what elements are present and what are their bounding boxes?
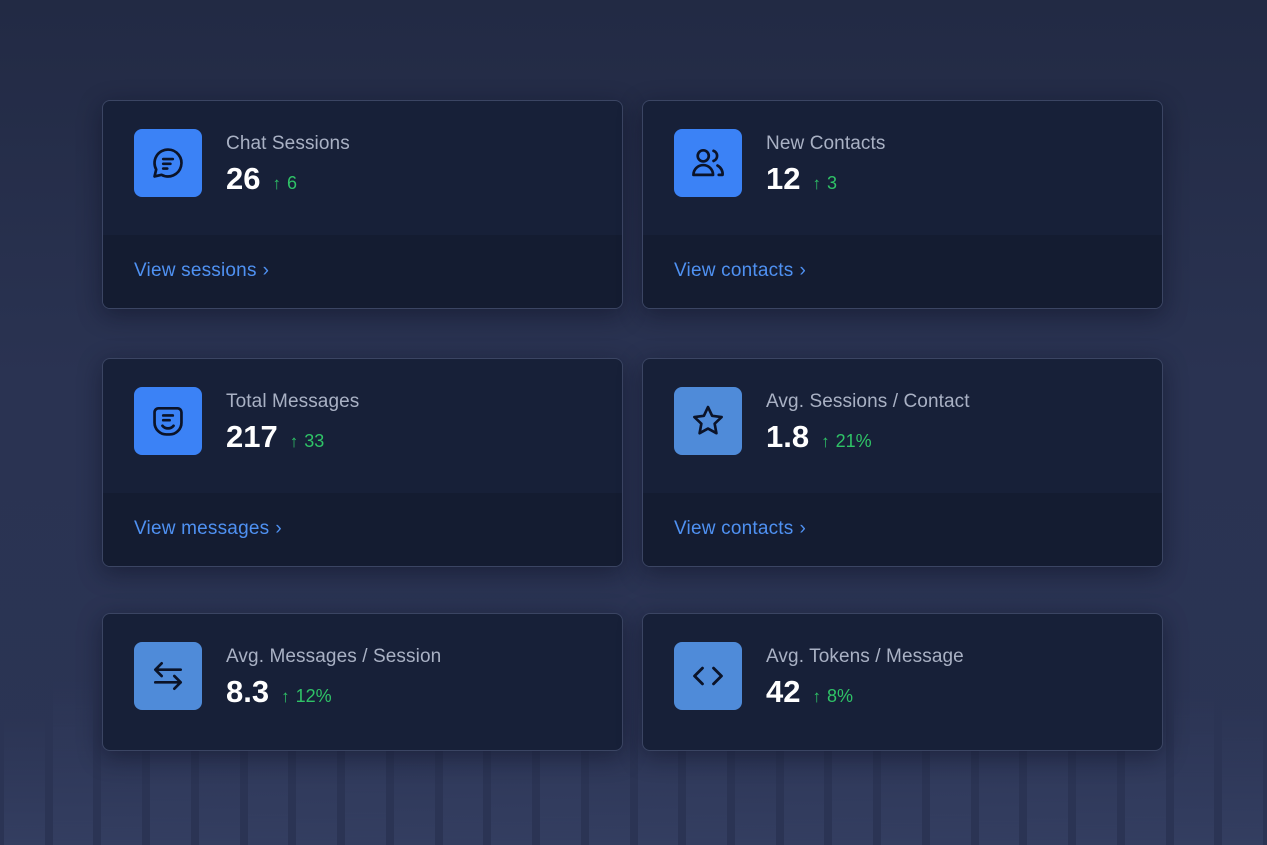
background-bar (1222, 693, 1264, 845)
stat-value: 26 (226, 161, 261, 196)
chevron-right-icon: › (799, 260, 807, 281)
background-bar (1173, 684, 1215, 845)
stat-delta-value: 33 (304, 431, 325, 451)
view-sessions-link[interactable]: View sessions › (134, 260, 269, 281)
stat-label: New Contacts (766, 133, 886, 154)
stat-value: 8.3 (226, 674, 270, 709)
stat-value: 12 (766, 161, 801, 196)
stat-delta-value: 6 (286, 173, 297, 193)
stat-delta: ↑ 8% (812, 686, 853, 707)
star-icon (674, 387, 742, 455)
arrow-up-icon: ↑ (272, 174, 281, 193)
users-icon (674, 129, 742, 197)
stat-label: Avg. Sessions / Contact (766, 391, 970, 412)
stat-card-new-contacts: New Contacts 12 ↑ 3 View contacts › (642, 100, 1163, 309)
stat-label: Avg. Messages / Session (226, 646, 442, 667)
link-label: View contacts (674, 260, 794, 281)
stat-label: Avg. Tokens / Message (766, 646, 964, 667)
smiley-message-icon (134, 387, 202, 455)
stat-delta: ↑ 12% (281, 686, 332, 707)
link-label: View messages (134, 518, 270, 539)
link-label: View sessions (134, 260, 257, 281)
stat-value: 42 (766, 674, 801, 709)
stat-delta-value: 21% (835, 431, 872, 451)
link-label: View contacts (674, 518, 794, 539)
stat-card-avg-messages-per-session: Avg. Messages / Session 8.3 ↑ 12% (102, 613, 623, 751)
chevron-right-icon: › (262, 260, 270, 281)
view-contacts-link[interactable]: View contacts › (674, 260, 806, 281)
stat-label: Total Messages (226, 391, 360, 412)
stat-delta-value: 12% (295, 686, 332, 706)
stat-delta: ↑ 33 (290, 431, 325, 452)
code-icon (674, 642, 742, 710)
arrow-up-icon: ↑ (812, 687, 821, 706)
stat-delta-value: 3 (826, 173, 837, 193)
stat-delta: ↑ 3 (812, 173, 837, 194)
stat-delta: ↑ 6 (272, 173, 297, 194)
arrow-up-icon: ↑ (812, 174, 821, 193)
background-bar (4, 707, 45, 845)
view-messages-link[interactable]: View messages › (134, 518, 282, 539)
stat-value: 1.8 (766, 419, 810, 454)
stat-card-avg-sessions-per-contact: Avg. Sessions / Contact 1.8 ↑ 21% View co… (642, 358, 1163, 567)
view-contacts-link-2[interactable]: View contacts › (674, 518, 806, 539)
arrow-up-icon: ↑ (821, 432, 830, 451)
background-bar (52, 672, 94, 845)
arrows-exchange-icon (134, 642, 202, 710)
chat-bubble-icon (134, 129, 202, 197)
chevron-right-icon: › (799, 518, 807, 539)
arrow-up-icon: ↑ (281, 687, 290, 706)
chevron-right-icon: › (275, 518, 282, 539)
stat-card-avg-tokens-per-message: Avg. Tokens / Message 42 ↑ 8% (642, 613, 1163, 751)
stat-value: 217 (226, 419, 278, 454)
arrow-up-icon: ↑ (289, 432, 299, 451)
stat-card-total-messages: Total Messages 217 ↑ 33 View messages › (102, 358, 623, 567)
stat-card-chat-sessions: Chat Sessions 26 ↑ 6 View sessions › (102, 100, 623, 309)
stat-delta: ↑ 21% (821, 431, 872, 452)
stat-label: Chat Sessions (226, 133, 350, 154)
stat-delta-value: 8% (826, 686, 853, 706)
